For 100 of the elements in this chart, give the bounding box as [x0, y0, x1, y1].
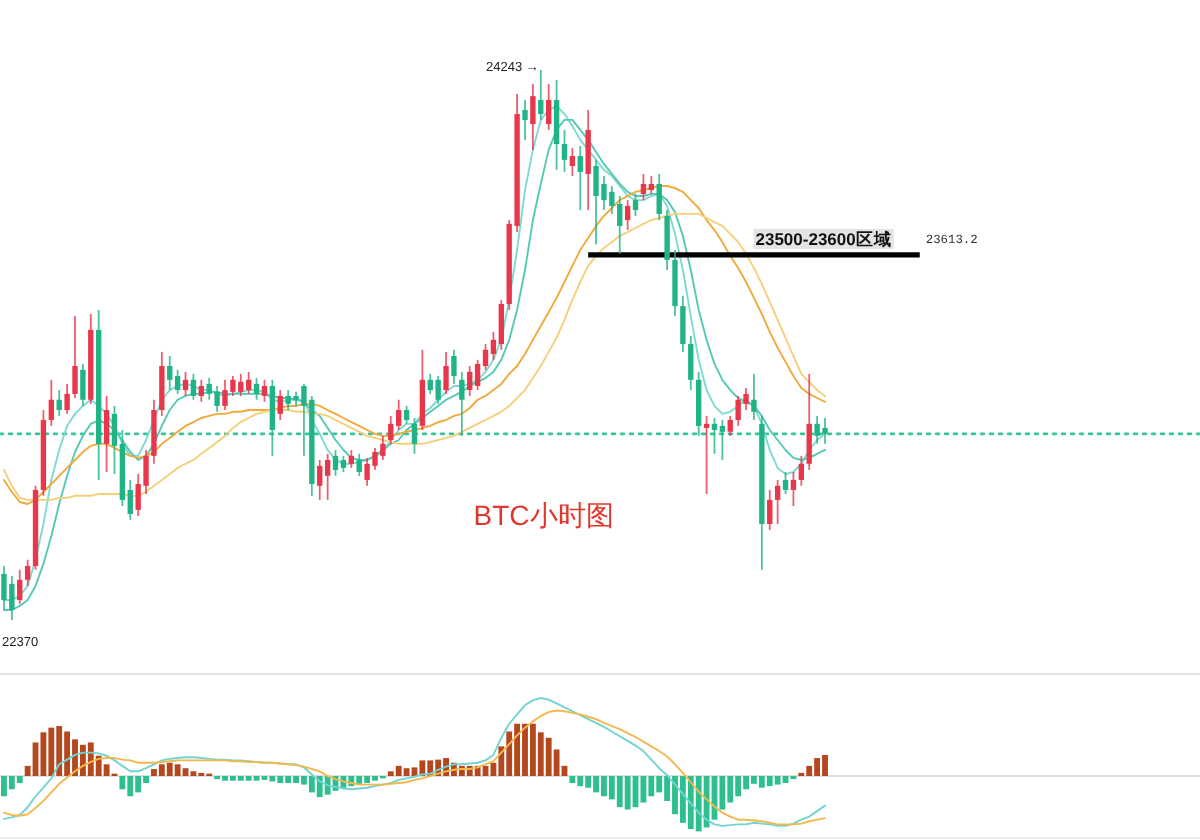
bar — [679, 776, 686, 823]
candlestick — [451, 348, 457, 385]
candlestick — [419, 348, 426, 431]
candlestick — [664, 209, 670, 271]
candlestick — [806, 373, 812, 471]
candlestick — [680, 294, 686, 353]
bar — [1, 776, 7, 797]
bar — [506, 731, 513, 776]
candlestick — [411, 417, 418, 455]
bar — [727, 776, 734, 803]
candlestick — [214, 385, 220, 413]
candlestick — [1, 565, 7, 611]
bar — [364, 776, 371, 784]
candlestick — [380, 434, 386, 461]
bar — [356, 776, 363, 784]
bar — [158, 764, 165, 776]
candlestick — [253, 377, 260, 401]
candlestick — [356, 452, 362, 477]
candlestick — [522, 99, 528, 141]
candlestick — [569, 147, 576, 177]
candlestick — [498, 299, 504, 351]
bar — [593, 776, 599, 793]
candlestick — [719, 419, 726, 461]
candlestick — [261, 378, 268, 403]
candlestick — [190, 373, 197, 401]
candlestick — [703, 415, 710, 495]
bar — [648, 776, 655, 797]
candlestick — [246, 370, 252, 395]
bar — [119, 776, 126, 790]
bar — [806, 765, 813, 776]
annotation: BTC小时图 — [473, 498, 614, 531]
bar — [616, 776, 623, 808]
candlestick — [103, 395, 110, 473]
bar — [514, 723, 521, 776]
candlestick — [774, 479, 781, 525]
bar — [822, 754, 828, 776]
candlestick — [167, 355, 173, 391]
bar — [545, 737, 552, 776]
candlestick — [443, 351, 449, 395]
bar — [48, 727, 55, 776]
bar — [64, 731, 71, 776]
bar — [766, 776, 773, 787]
bar — [308, 776, 315, 793]
candlestick — [151, 398, 157, 465]
series-label: 23500-23600区域 — [755, 228, 892, 249]
candlestick — [577, 145, 583, 211]
candlestick — [656, 173, 662, 221]
bar — [743, 776, 749, 790]
candlestick — [174, 368, 181, 395]
candlestick — [317, 459, 323, 501]
bar — [577, 776, 584, 787]
candlestick — [711, 417, 718, 455]
bar — [608, 776, 615, 800]
bar — [537, 732, 544, 776]
bar — [151, 768, 157, 776]
candlestick — [624, 199, 631, 231]
candlestick — [24, 558, 31, 587]
candlestick — [459, 370, 465, 437]
bar — [529, 723, 536, 776]
bar — [585, 776, 592, 788]
candlestick — [80, 363, 86, 407]
candlestick — [238, 373, 244, 397]
candlestick — [17, 568, 23, 605]
bar — [166, 762, 173, 776]
candlestick — [727, 415, 733, 437]
bar — [735, 776, 742, 797]
candlestick — [222, 378, 228, 411]
candlestick — [364, 457, 370, 487]
bar — [703, 776, 710, 828]
bar — [277, 776, 284, 784]
bar — [16, 776, 23, 784]
candlestick — [332, 449, 339, 477]
bar — [56, 726, 63, 776]
candlestick — [617, 195, 623, 255]
candlestick — [798, 454, 804, 487]
candlestick — [9, 575, 15, 621]
bar — [127, 776, 134, 797]
candlestick — [538, 69, 544, 121]
candlestick — [822, 417, 828, 445]
candlestick — [640, 173, 647, 201]
candlestick — [285, 389, 291, 411]
candlestick — [269, 378, 276, 457]
candlestick — [388, 415, 394, 445]
candlestick — [790, 471, 797, 507]
bar — [269, 776, 276, 782]
bar — [403, 768, 410, 776]
bar — [301, 776, 307, 785]
candlestick — [561, 129, 568, 173]
candlestick — [546, 83, 552, 131]
candlestick — [324, 452, 331, 501]
candlestick — [767, 489, 773, 531]
candlestick — [198, 378, 204, 403]
bar — [135, 776, 142, 793]
candlestick — [696, 370, 702, 437]
bar — [758, 776, 765, 788]
candlestick — [467, 365, 473, 397]
candlestick — [632, 193, 639, 217]
bar — [569, 776, 576, 784]
bar — [522, 723, 528, 776]
bar — [814, 758, 821, 776]
